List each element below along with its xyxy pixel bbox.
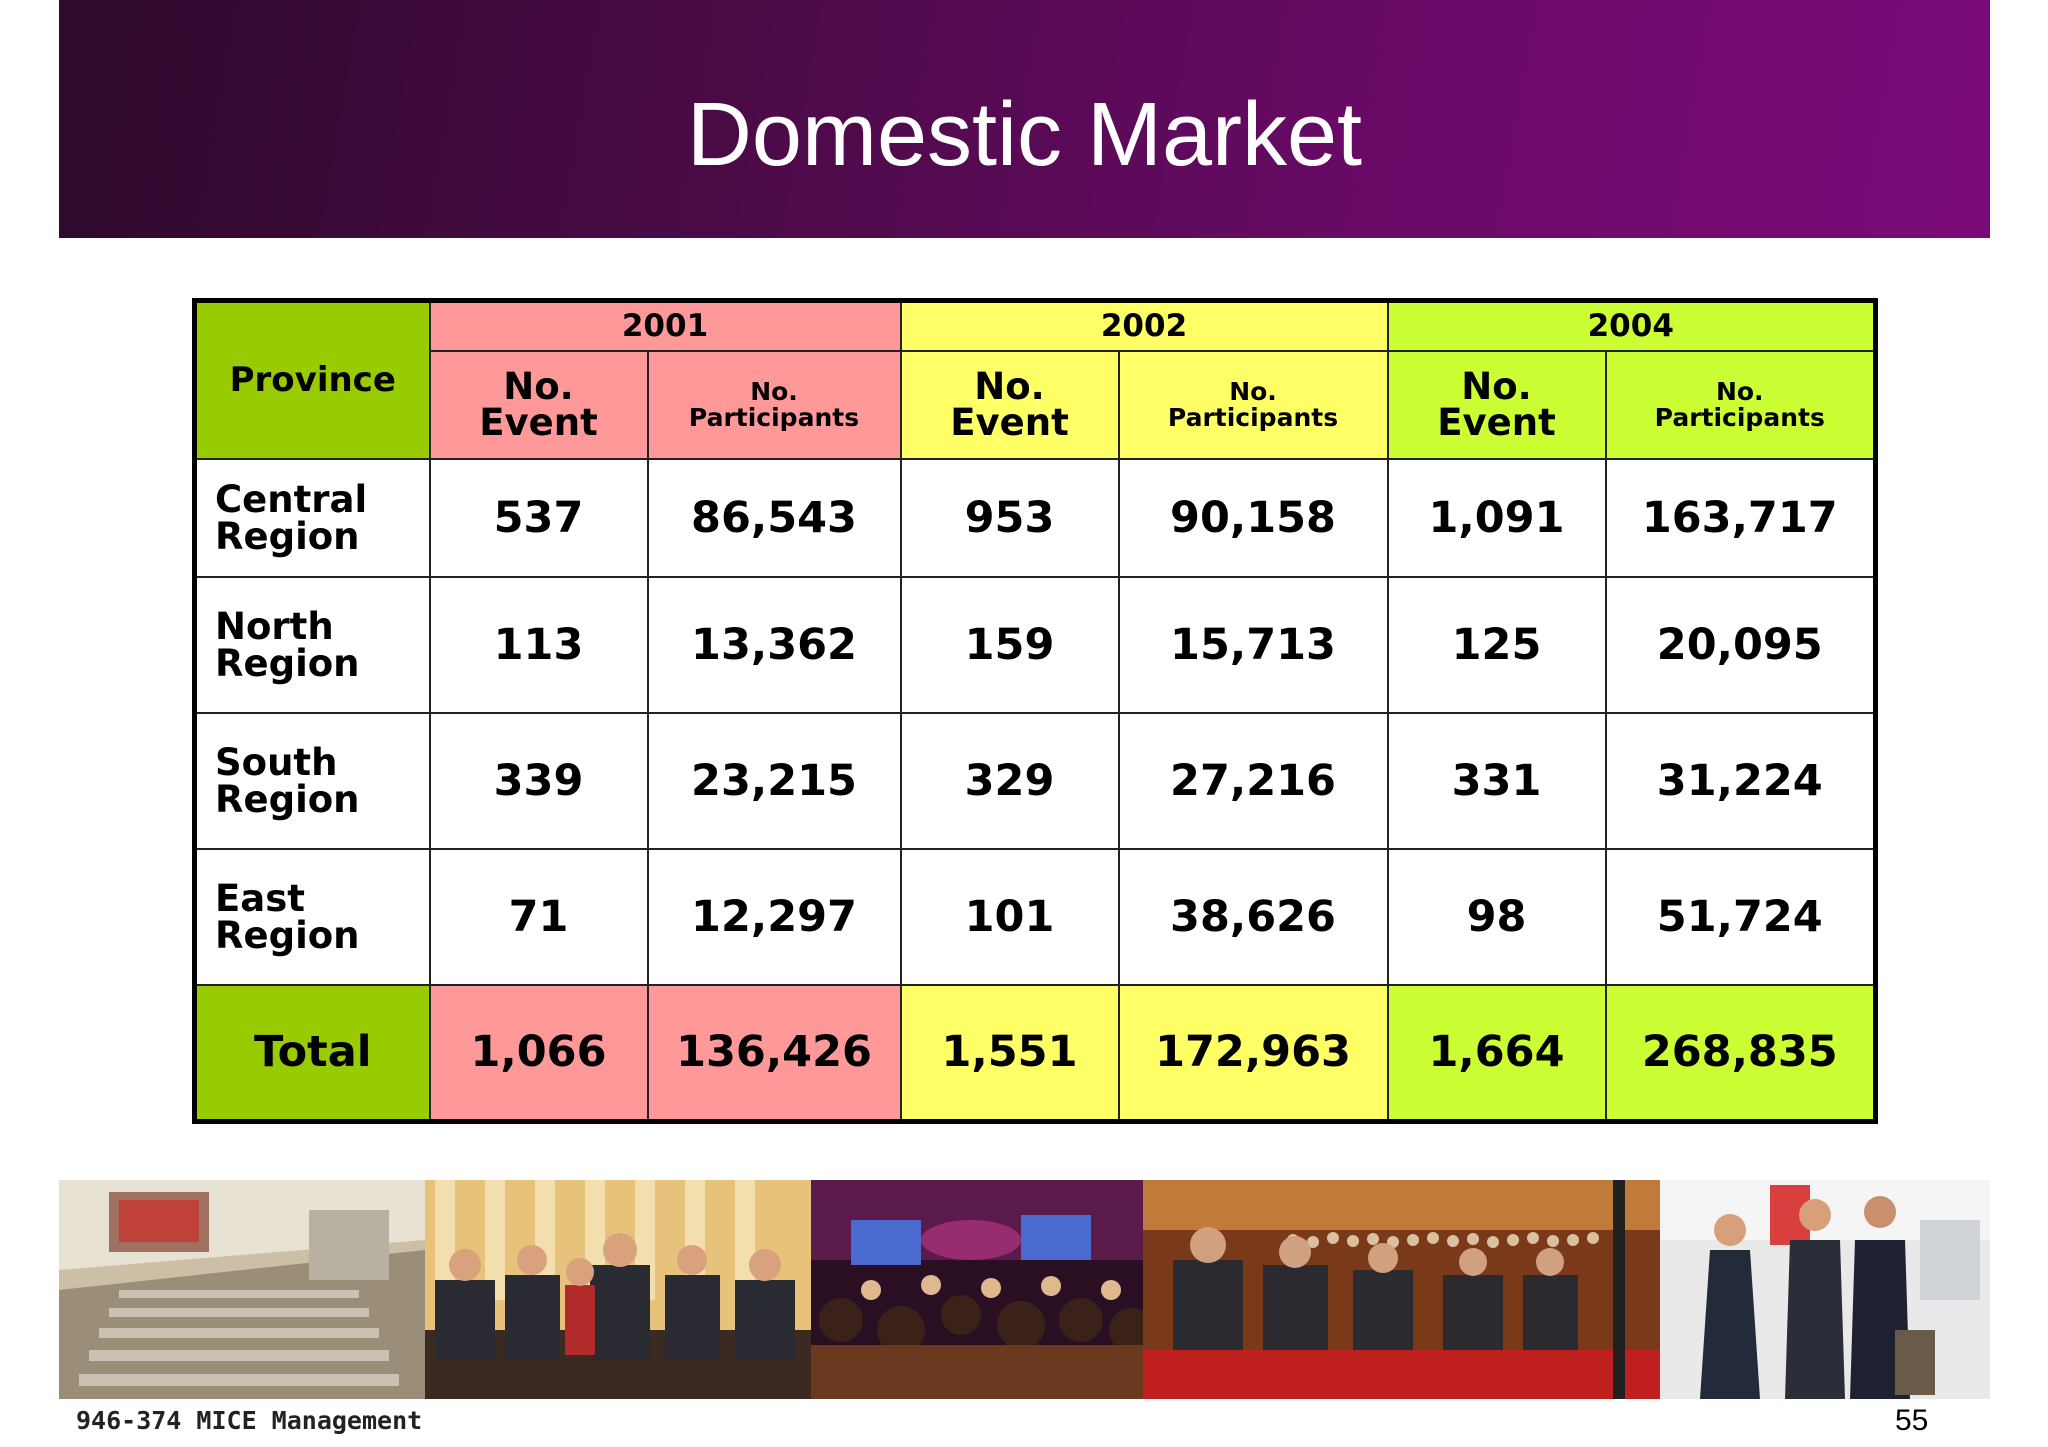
province-header: Province [193, 299, 431, 460]
col-event-2004: No. Event [1386, 349, 1607, 460]
value-cell: 98 [1386, 847, 1607, 986]
value-cell: 71 [428, 847, 649, 986]
title-banner: Domestic Market [59, 0, 1990, 238]
region-cell: Central Region [193, 457, 431, 578]
col-participants-2002: No. Participants [1117, 349, 1389, 460]
handshake-photo [1660, 1180, 1990, 1399]
value-cell: 331 [1386, 711, 1607, 850]
value-cell: 12,297 [646, 847, 902, 986]
table-row: East Region 71 12,297 101 38,626 98 51,72… [193, 847, 1877, 986]
col-event-2001: No. Event [428, 349, 649, 460]
value-cell: 537 [428, 457, 649, 578]
value-cell: 51,724 [1604, 847, 1877, 986]
col-participants-2004: No. Participants [1604, 349, 1877, 460]
value-cell: 163,717 [1604, 457, 1877, 578]
total-label: Total [193, 983, 431, 1123]
value-cell: 31,224 [1604, 711, 1877, 850]
region-cell: South Region [193, 711, 431, 850]
total-value-cell: 1,664 [1386, 983, 1607, 1123]
year-header-2002: 2002 [899, 299, 1389, 352]
value-cell: 27,216 [1117, 711, 1389, 850]
value-cell: 159 [899, 575, 1120, 714]
value-cell: 86,543 [646, 457, 902, 578]
value-cell: 101 [899, 847, 1120, 986]
col-event-2002: No. Event [899, 349, 1120, 460]
total-value-cell: 1,551 [899, 983, 1120, 1123]
slide-title: Domestic Market [686, 85, 1363, 185]
value-cell: 329 [899, 711, 1120, 850]
year-header-2001: 2001 [428, 299, 902, 352]
conference-photo [811, 1180, 1143, 1399]
value-cell: 953 [899, 457, 1120, 578]
auditorium-photo [59, 1180, 425, 1399]
seminar-hall-photo [1143, 1180, 1660, 1399]
value-cell: 125 [1386, 575, 1607, 714]
region-cell: East Region [193, 847, 431, 986]
region-cell: North Region [193, 575, 431, 714]
year-header-2004: 2004 [1386, 299, 1877, 352]
value-cell: 15,713 [1117, 575, 1389, 714]
total-row: Total 1,066 136,426 1,551 172,963 1,664 … [193, 983, 1877, 1123]
total-value-cell: 136,426 [646, 983, 902, 1123]
table-row: North Region 113 13,362 159 15,713 125 20… [193, 575, 1877, 714]
value-cell: 23,215 [646, 711, 902, 850]
value-cell: 20,095 [1604, 575, 1877, 714]
value-cell: 90,158 [1117, 457, 1389, 578]
domestic-market-table: Province 2001 2002 2004 No. Event No. Part… [192, 298, 1878, 1124]
value-cell: 113 [428, 575, 649, 714]
meeting-photo [425, 1180, 811, 1399]
value-cell: 13,362 [646, 575, 902, 714]
col-participants-2001: No. Participants [646, 349, 902, 460]
course-footer: 946-374 MICE Management [76, 1406, 423, 1435]
total-value-cell: 172,963 [1117, 983, 1389, 1123]
table-row: Central Region 537 86,543 953 90,158 1,09… [193, 457, 1877, 578]
table-row: South Region 339 23,215 329 27,216 331 31… [193, 711, 1877, 850]
value-cell: 38,626 [1117, 847, 1389, 986]
total-value-cell: 1,066 [428, 983, 649, 1123]
value-cell: 1,091 [1386, 457, 1607, 578]
photo-strip [59, 1180, 1990, 1399]
total-value-cell: 268,835 [1604, 983, 1877, 1123]
page-number: 55 [1895, 1404, 1929, 1437]
value-cell: 339 [428, 711, 649, 850]
